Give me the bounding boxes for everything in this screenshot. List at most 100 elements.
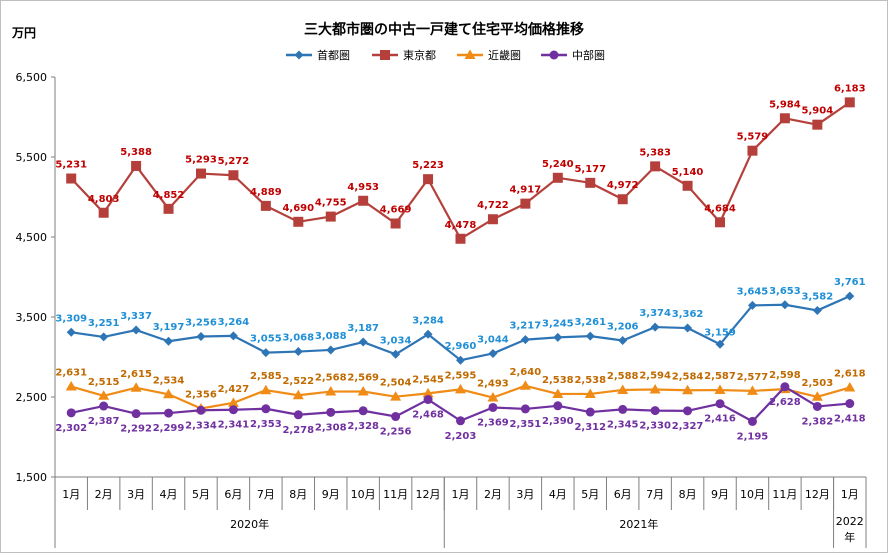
legend-marker [464, 49, 476, 59]
data-point [357, 385, 369, 396]
x-tick-label: 10月 [740, 488, 765, 501]
data-point [779, 113, 790, 124]
data-point [131, 409, 141, 419]
data-label: 5,904 [802, 106, 834, 117]
data-label: 4,669 [380, 204, 412, 215]
x-tick-label: 3月 [516, 488, 534, 501]
data-point [618, 336, 628, 346]
legend-label: 近畿圏 [488, 48, 521, 62]
data-label: 6,183 [834, 83, 866, 94]
data-point [747, 145, 758, 156]
data-label: 4,953 [347, 182, 379, 193]
data-label: 3,653 [769, 286, 801, 297]
data-point [844, 97, 855, 108]
data-label: 2,382 [802, 416, 834, 427]
data-point [358, 337, 368, 347]
data-point [812, 401, 822, 411]
data-point [617, 384, 629, 394]
data-point [325, 386, 337, 396]
data-label: 3,055 [250, 334, 282, 345]
data-label: 2,390 [542, 416, 574, 427]
data-label: 4,889 [250, 187, 282, 198]
data-label: 3,159 [704, 327, 736, 338]
chart-title: 三大都市圏の中古一戸建て住宅平均価格推移 [304, 21, 584, 38]
data-label: 2,292 [120, 424, 152, 435]
data-label: 2,416 [704, 414, 736, 425]
data-label: 2,594 [639, 370, 671, 381]
data-label: 2,351 [510, 419, 542, 430]
data-point [390, 218, 401, 229]
x-tick-label: 2月 [484, 488, 502, 501]
data-point [552, 172, 563, 183]
x-tick-label: 4月 [160, 488, 178, 501]
data-point [682, 180, 693, 191]
x-tick-label: 8月 [289, 488, 307, 501]
data-label: 3,245 [542, 318, 574, 329]
data-point [325, 211, 336, 222]
data-point [228, 405, 238, 415]
data-point [391, 349, 401, 359]
data-label: 2,545 [412, 374, 444, 385]
data-label: 2,330 [639, 421, 671, 432]
data-point [585, 331, 595, 341]
data-label: 3,034 [380, 335, 412, 346]
data-point [747, 300, 757, 310]
data-label: 5,240 [542, 159, 574, 170]
data-label: 2,534 [153, 375, 185, 386]
data-label: 2,568 [315, 373, 347, 384]
year-group-label: 2022 年 [836, 515, 864, 544]
data-point [293, 216, 304, 227]
data-point [228, 331, 238, 341]
x-tick-label: 9月 [322, 488, 340, 501]
data-label: 2,960 [445, 341, 477, 352]
data-label: 5,177 [574, 164, 606, 175]
data-label: 2,302 [55, 423, 87, 434]
data-label: 2,587 [704, 371, 736, 382]
x-tick-label: 6月 [614, 488, 632, 501]
data-point [390, 391, 402, 401]
data-point [423, 329, 433, 339]
data-label: 2,327 [672, 421, 704, 432]
data-label: 4,803 [88, 194, 120, 205]
data-label: 2,334 [185, 420, 217, 431]
data-label: 5,231 [55, 160, 87, 171]
data-label: 3,217 [510, 321, 542, 332]
data-point [747, 416, 757, 426]
y-tick-label: 5,500 [16, 151, 48, 164]
x-tick-label: 1月 [841, 488, 859, 501]
data-point [584, 388, 596, 398]
data-point [553, 401, 563, 411]
x-tick-label: 1月 [62, 488, 80, 501]
legend-marker [294, 50, 304, 60]
data-label: 5,140 [672, 167, 704, 178]
data-point [650, 406, 660, 416]
data-point [650, 161, 661, 172]
x-tick-label: 4月 [549, 488, 567, 501]
data-label: 3,187 [347, 323, 379, 334]
data-label: 3,309 [55, 313, 87, 324]
data-label: 4,722 [477, 200, 509, 211]
data-point [746, 385, 758, 395]
x-tick-label: 3月 [127, 488, 145, 501]
data-point [617, 194, 628, 205]
data-label: 5,293 [185, 155, 217, 166]
data-label: 3,261 [574, 317, 606, 328]
data-point [488, 402, 498, 412]
data-point [164, 336, 174, 346]
data-label: 3,044 [477, 334, 509, 345]
data-point [163, 203, 174, 214]
data-point [650, 322, 660, 332]
data-point [519, 380, 531, 390]
legend: 首都圏 東京都 近畿圏 中部圏 [286, 48, 605, 62]
data-point [520, 198, 531, 209]
data-point [552, 388, 564, 398]
data-point [456, 416, 465, 426]
data-label: 2,356 [185, 390, 217, 401]
data-label: 3,761 [834, 277, 866, 288]
data-label: 3,337 [120, 311, 152, 322]
data-point [261, 348, 271, 358]
data-point [326, 407, 336, 417]
data-point [391, 412, 401, 422]
